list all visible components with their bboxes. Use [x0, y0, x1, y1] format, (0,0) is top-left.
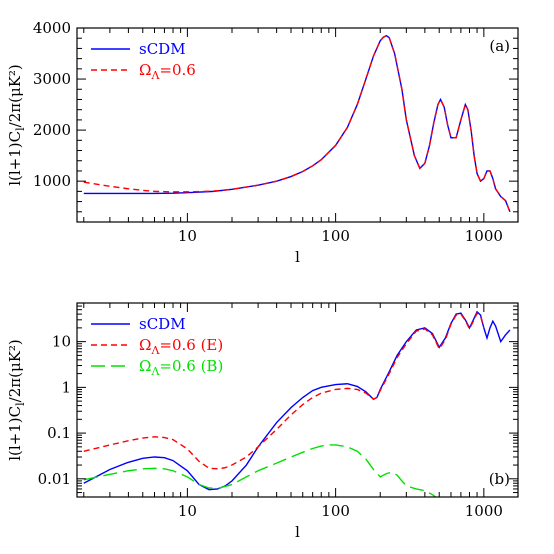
panel-a: 10 100 10001000200030004000ll(l+1)Cl/2π(μK…: [6, 19, 519, 266]
y-tick-label: 3000: [33, 70, 71, 88]
series-line-2: [83, 444, 437, 497]
legend-entry-1: ΩΛ=0.6 (E): [139, 336, 223, 357]
x-tick-label: 10: [178, 227, 197, 245]
legend-entry-2: ΩΛ=0.6 (B): [139, 357, 223, 378]
series-line-1: [83, 311, 485, 470]
legend-name-tail: =0.6 (E): [159, 336, 223, 354]
x-axis-title: l: [295, 523, 300, 541]
y-axis-title-rest: /2π(μK²): [6, 64, 24, 127]
x-tick-label: 100: [321, 227, 350, 245]
legend-entry-1: ΩΛ=0.6: [139, 61, 196, 82]
legend-name-sub: Λ: [150, 344, 160, 357]
plot-frame: [76, 302, 519, 498]
legend-name-sub: Λ: [150, 365, 160, 378]
panel-label: (b): [489, 470, 510, 488]
legend-name: Ω: [139, 357, 151, 375]
legend-name: Ω: [139, 61, 151, 79]
series-line-1: [83, 34, 511, 213]
y-axis-title-main: l(l+1)C: [6, 131, 24, 186]
legend-name-tail: =0.6 (B): [159, 357, 223, 375]
panel-b: 10 100 10000.010.1110ll(l+1)Cl/2π(μK²)(b)s…: [6, 302, 519, 541]
panel-label: (a): [489, 37, 510, 55]
y-axis-title-sub: l: [14, 402, 27, 406]
y-tick-label: 10: [52, 333, 71, 351]
legend-name-tail: =0.6: [159, 61, 195, 79]
legend-name-sub: Λ: [150, 69, 160, 82]
x-tick-label: 1000: [465, 502, 503, 520]
y-axis-title-rest: /2π(μK²): [6, 339, 24, 402]
y-tick-label: 0.01: [38, 470, 71, 488]
legend-name: sCDM: [139, 315, 186, 333]
y-axis-title: l(l+1)Cl/2π(μK²): [6, 64, 27, 186]
y-axis-title: l(l+1)Cl/2π(μK²): [6, 339, 27, 461]
legend-name: sCDM: [139, 40, 186, 58]
plot-frame: [76, 27, 519, 223]
legend-name: Ω: [139, 336, 151, 354]
y-tick-label: 4000: [33, 19, 71, 37]
legend-entry-0: sCDM: [139, 315, 186, 333]
x-tick-label: 10: [178, 502, 197, 520]
x-tick-label: 1000: [465, 227, 503, 245]
y-tick-label: 0.1: [47, 424, 71, 442]
legend-entry-0: sCDM: [139, 40, 186, 58]
x-tick-label: 100: [321, 502, 350, 520]
y-tick-label: 2000: [33, 121, 71, 139]
y-axis-title-sub: l: [14, 127, 27, 131]
y-axis-title-main: l(l+1)C: [6, 406, 24, 461]
y-tick-label: 1000: [33, 172, 71, 190]
y-tick-label: 1: [61, 378, 71, 396]
x-axis-title: l: [295, 248, 300, 266]
